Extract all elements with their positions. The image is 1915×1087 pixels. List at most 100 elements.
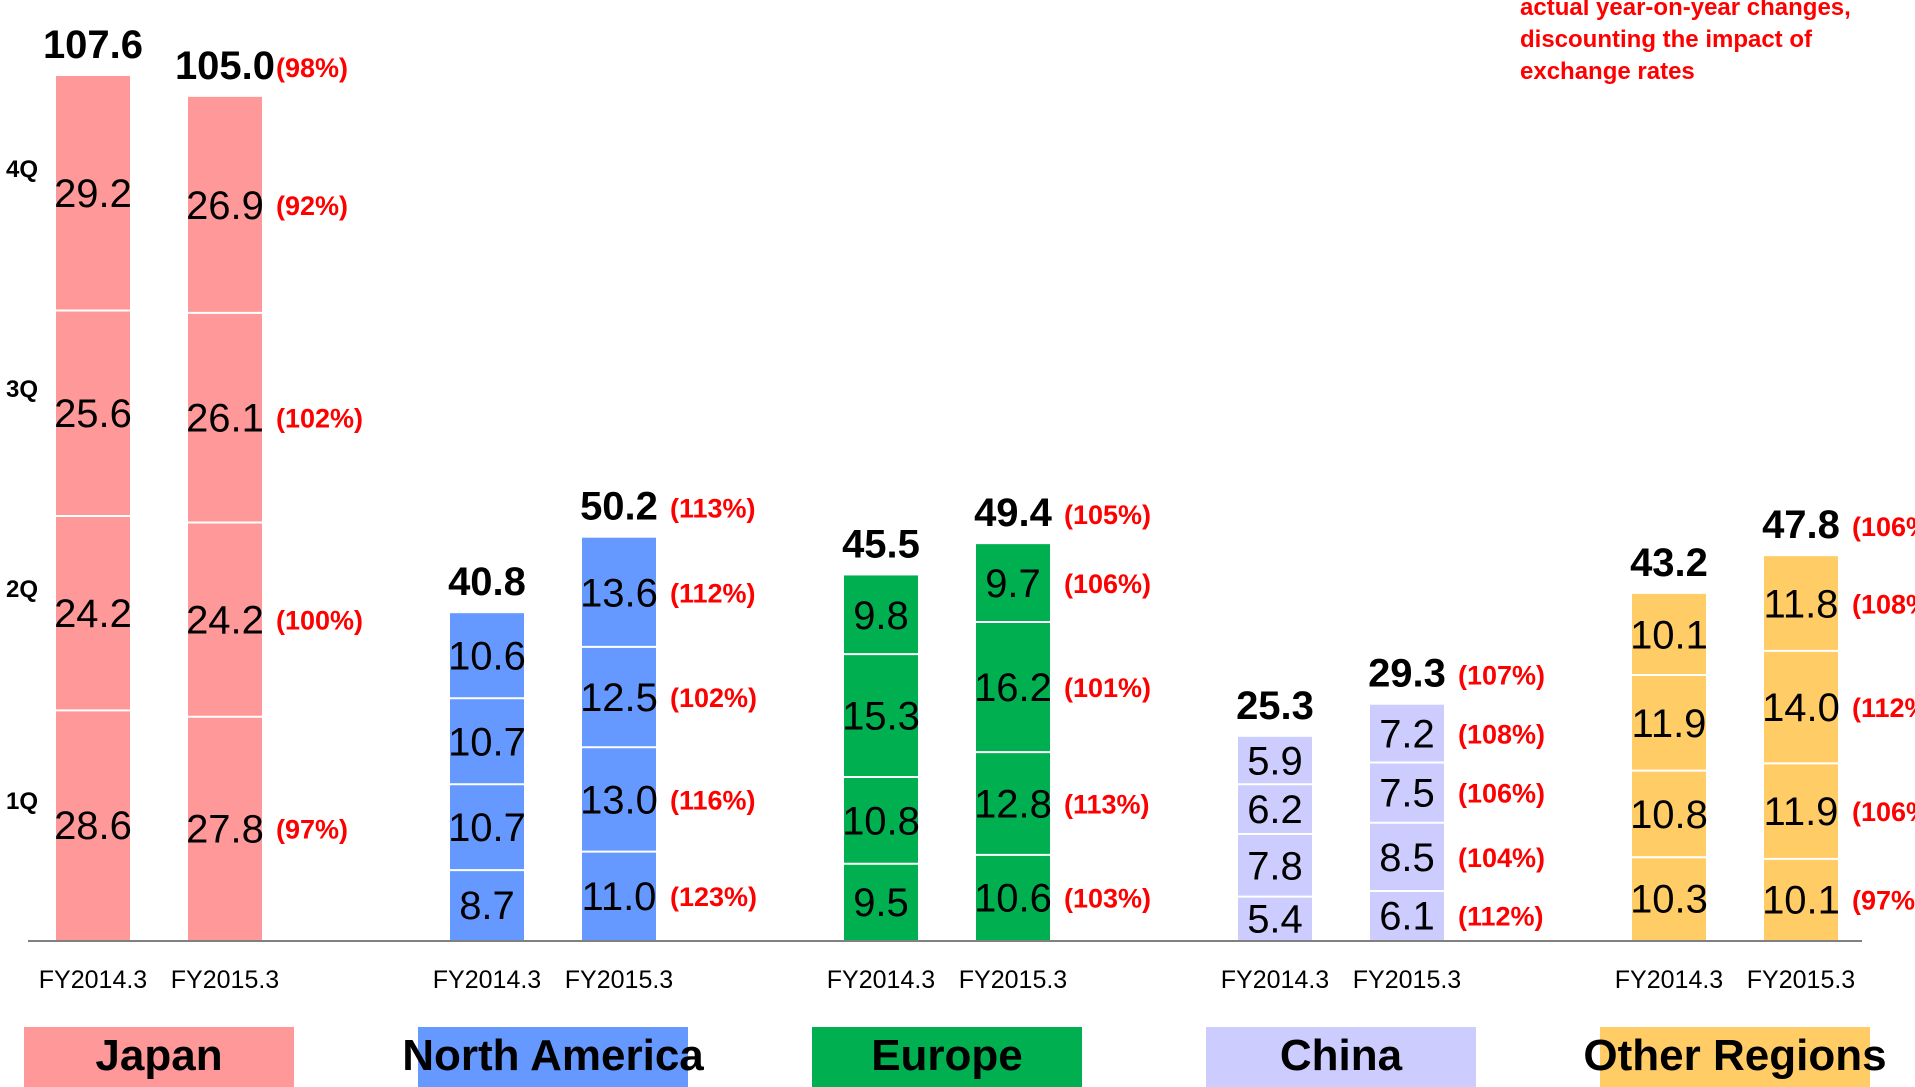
region-legend-china [1206, 1027, 1476, 1087]
yoy-change-label: (100%) [276, 606, 363, 636]
yoy-change-label: (106%) [1458, 779, 1545, 809]
quarter-value-label: 11.9 [1632, 702, 1707, 746]
bar-total-label: 49.4 [974, 491, 1053, 535]
quarter-value-label: 26.1 [186, 397, 264, 441]
x-tick-label: FY2014.3 [827, 966, 935, 994]
bar-segment-japan-fy2015-3-q2 [188, 522, 262, 717]
quarter-value-label: 9.7 [985, 562, 1041, 606]
quarter-marker-2q: 2Q [6, 576, 38, 603]
bar-segment-europe-fy2015-3-q1 [976, 854, 1050, 940]
bar-segment-china-fy2015-3-q1 [1370, 891, 1444, 940]
bar-segment-north-america-fy2014-3-q1 [450, 870, 524, 940]
region-label-japan: Japan [95, 1031, 222, 1080]
bar-total-label: 107.6 [43, 23, 143, 67]
note-line-2: discounting the impact of [1520, 26, 1812, 53]
bar-segment-japan-fy2014-3-q1 [56, 710, 130, 940]
yoy-change-label: (116%) [670, 785, 756, 815]
quarter-value-label: 10.6 [974, 876, 1052, 920]
bar-segment-japan-fy2014-3-q2 [56, 516, 130, 711]
bar-segment-europe-fy2014-3-q1 [844, 863, 918, 940]
region-label-other-regions: Other Regions [1583, 1031, 1886, 1080]
yoy-change-label: (108%) [1458, 720, 1545, 750]
yoy-change-label: (101%) [1064, 673, 1151, 703]
bar-total-label: 40.8 [448, 560, 526, 604]
quarter-value-label: 27.8 [186, 807, 264, 851]
bar-total-label: 45.5 [842, 522, 920, 566]
quarter-value-label: 16.2 [974, 666, 1052, 710]
yoy-change-label: (112%) [1458, 902, 1544, 932]
quarter-value-label: 11.8 [1764, 583, 1839, 627]
yoy-change-label: (113%) [1064, 789, 1150, 819]
yoy-change-label: (97%) [1852, 885, 1915, 915]
quarter-value-label: 6.2 [1247, 788, 1303, 832]
x-tick-label: FY2015.3 [959, 966, 1067, 994]
bar-segment-china-fy2014-3-q4 [1238, 736, 1312, 785]
quarter-value-label: 25.6 [54, 392, 132, 436]
bar-segment-japan-fy2015-3-q1 [188, 716, 262, 940]
quarter-value-label: 26.9 [186, 184, 264, 228]
quarter-value-label: 10.7 [448, 720, 526, 764]
bar-segment-china-fy2015-3-q3 [1370, 762, 1444, 823]
bar-segment-china-fy2015-3-q2 [1370, 822, 1444, 892]
region-label-europe: Europe [871, 1031, 1023, 1080]
x-tick-label: FY2015.3 [171, 966, 279, 994]
bar-segment-north-america-fy2014-3-q3 [450, 698, 524, 785]
yoy-change-label: (112%) [1852, 693, 1915, 723]
bar-total-label: 47.8 [1762, 503, 1840, 547]
bar-segment-north-america-fy2014-3-q2 [450, 784, 524, 871]
exchange-rate-note: actual year-on-year changes, discounting… [1520, 0, 1900, 88]
bar-segment-other-regions-fy2014-3-q3 [1632, 675, 1706, 771]
bar-segment-europe-fy2014-3-q4 [844, 575, 918, 655]
yoy-change-label: (108%) [1852, 590, 1915, 620]
region-label-north-america: North America [402, 1031, 704, 1080]
quarter-value-label: 6.1 [1379, 895, 1435, 939]
quarter-value-label: 13.0 [580, 778, 658, 822]
total-change-label: (98%) [276, 53, 348, 83]
bar-total-label: 29.3 [1368, 652, 1446, 696]
quarter-value-label: 10.8 [842, 799, 920, 843]
total-change-label: (106%) [1852, 512, 1915, 542]
bar-segment-china-fy2014-3-q2 [1238, 834, 1312, 897]
quarter-value-label: 7.2 [1379, 713, 1435, 757]
quarter-marker-1q: 1Q [6, 788, 38, 815]
quarter-value-label: 8.5 [1379, 836, 1435, 880]
quarter-value-label: 11.9 [1764, 790, 1839, 834]
quarter-value-label: 9.5 [853, 881, 909, 925]
region-label-china: China [1280, 1031, 1403, 1080]
quarter-value-label: 15.3 [842, 695, 920, 739]
quarter-value-label: 10.3 [1630, 878, 1708, 922]
quarter-value-label: 24.2 [186, 599, 264, 643]
quarter-value-label: 7.8 [1247, 844, 1303, 888]
total-change-label: (105%) [1064, 500, 1151, 530]
x-tick-label: FY2015.3 [1353, 966, 1461, 994]
region-legend-japan [24, 1027, 294, 1087]
total-change-label: (107%) [1458, 661, 1545, 691]
bar-total-label: 50.2 [580, 485, 658, 529]
bar-segment-china-fy2014-3-q3 [1238, 784, 1312, 835]
bar-segment-china-fy2015-3-q4 [1370, 704, 1444, 763]
bar-segment-other-regions-fy2014-3-q1 [1632, 857, 1706, 940]
bar-segment-other-regions-fy2015-3-q4 [1764, 556, 1838, 651]
yoy-change-label: (106%) [1064, 569, 1151, 599]
x-tick-label: FY2015.3 [1747, 966, 1855, 994]
quarter-value-label: 7.5 [1379, 772, 1435, 816]
bar-segment-china-fy2014-3-q1 [1238, 896, 1312, 940]
bar-segment-other-regions-fy2015-3-q1 [1764, 858, 1838, 940]
region-legend-europe [812, 1027, 1082, 1087]
quarter-value-label: 12.8 [974, 782, 1052, 826]
quarter-value-label: 12.5 [580, 676, 658, 720]
quarter-value-label: 14.0 [1762, 686, 1840, 730]
quarter-value-label: 10.7 [448, 806, 526, 850]
bar-segment-north-america-fy2015-3-q3 [582, 646, 656, 748]
x-tick-label: FY2014.3 [433, 966, 541, 994]
region-legend-north-america [418, 1027, 688, 1087]
bar-segment-europe-fy2014-3-q2 [844, 776, 918, 864]
bar-total-label: 25.3 [1236, 684, 1314, 728]
x-tick-label: FY2014.3 [1221, 966, 1329, 994]
bar-segment-japan-fy2015-3-q4 [188, 96, 262, 313]
yoy-change-label: (106%) [1852, 797, 1915, 827]
quarter-value-label: 10.6 [448, 635, 526, 679]
bar-segment-japan-fy2014-3-q4 [56, 75, 130, 311]
quarter-value-label: 13.6 [580, 571, 658, 615]
